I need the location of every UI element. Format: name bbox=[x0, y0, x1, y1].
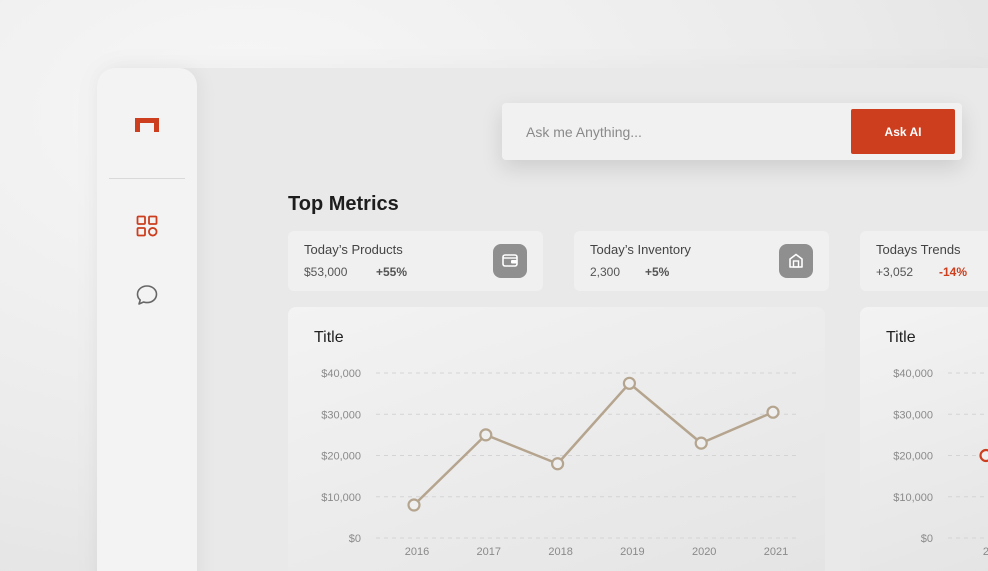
y-tick-label: $0 bbox=[349, 533, 361, 545]
x-tick-label: 2021 bbox=[764, 546, 788, 558]
metric-change: +5% bbox=[645, 265, 670, 279]
metric-title: Today’s Products bbox=[304, 242, 403, 257]
x-tick-label: 2020 bbox=[692, 546, 716, 558]
metric-change: +55% bbox=[376, 265, 408, 279]
search-input[interactable] bbox=[522, 103, 842, 160]
metric-change: -14% bbox=[939, 265, 968, 279]
metric-card-trends[interactable]: Todays Trends +3,052 -14% bbox=[860, 231, 988, 291]
x-tick-label: 2016 bbox=[405, 546, 429, 558]
x-tick-label: 20 bbox=[983, 546, 988, 558]
chart-card-2: Title $40,000 $30,000 $20,000 $10,000 $0 20 bbox=[860, 307, 988, 571]
sidebar bbox=[97, 68, 197, 571]
data-point bbox=[407, 498, 421, 512]
metric-card-products[interactable]: Today’s Products $53,000 +55% bbox=[288, 231, 543, 291]
metric-card-inventory[interactable]: Today’s Inventory 2,300 +5% bbox=[574, 231, 829, 291]
data-point bbox=[622, 376, 636, 390]
y-tick-label: $40,000 bbox=[893, 368, 933, 380]
y-tick-label: $20,000 bbox=[893, 451, 933, 463]
y-tick-label: $30,000 bbox=[893, 409, 933, 421]
ask-ai-button[interactable]: Ask AI bbox=[851, 109, 955, 154]
data-point bbox=[479, 428, 493, 442]
x-tick-label: 2017 bbox=[477, 546, 501, 558]
chat-bubble-icon[interactable] bbox=[135, 283, 159, 307]
data-point bbox=[766, 405, 780, 419]
y-tick-label: $10,000 bbox=[321, 492, 361, 504]
y-tick-label: $20,000 bbox=[321, 451, 361, 463]
x-tick-label: 2019 bbox=[620, 546, 644, 558]
chart-card-1: Title $40,000 $30,000 $20,000 $10,000 $0 2016… bbox=[288, 307, 825, 571]
metric-value: 2,300 bbox=[590, 265, 621, 279]
x-tick-label: 2018 bbox=[548, 546, 572, 558]
data-point bbox=[694, 436, 708, 450]
metric-title: Todays Trends bbox=[876, 242, 961, 257]
y-tick-label: $10,000 bbox=[893, 492, 933, 504]
y-tick-label: $30,000 bbox=[321, 409, 361, 421]
wallet-icon bbox=[493, 244, 527, 278]
sidebar-divider bbox=[109, 178, 185, 179]
data-point bbox=[551, 457, 565, 471]
line-chart: $40,000 $30,000 $20,000 $10,000 $0 2016 2017 20… bbox=[321, 368, 798, 558]
y-tick-label: $40,000 bbox=[321, 368, 361, 380]
data-point bbox=[979, 448, 988, 463]
series-line bbox=[413, 382, 774, 506]
brand-logo[interactable] bbox=[135, 118, 159, 132]
store-icon bbox=[779, 244, 813, 278]
metric-value: +3,052 bbox=[876, 265, 914, 279]
section-title: Top Metrics bbox=[288, 193, 399, 215]
metric-value: $53,000 bbox=[304, 265, 348, 279]
ask-ai-bar: Ask AI bbox=[502, 103, 962, 160]
metric-title: Today’s Inventory bbox=[590, 242, 691, 257]
chart-title: Title bbox=[886, 329, 916, 346]
y-tick-label: $0 bbox=[921, 533, 933, 545]
line-chart: $40,000 $30,000 $20,000 $10,000 $0 20 bbox=[893, 368, 988, 558]
chart-title: Title bbox=[314, 329, 344, 346]
grid-icon[interactable] bbox=[135, 214, 159, 238]
